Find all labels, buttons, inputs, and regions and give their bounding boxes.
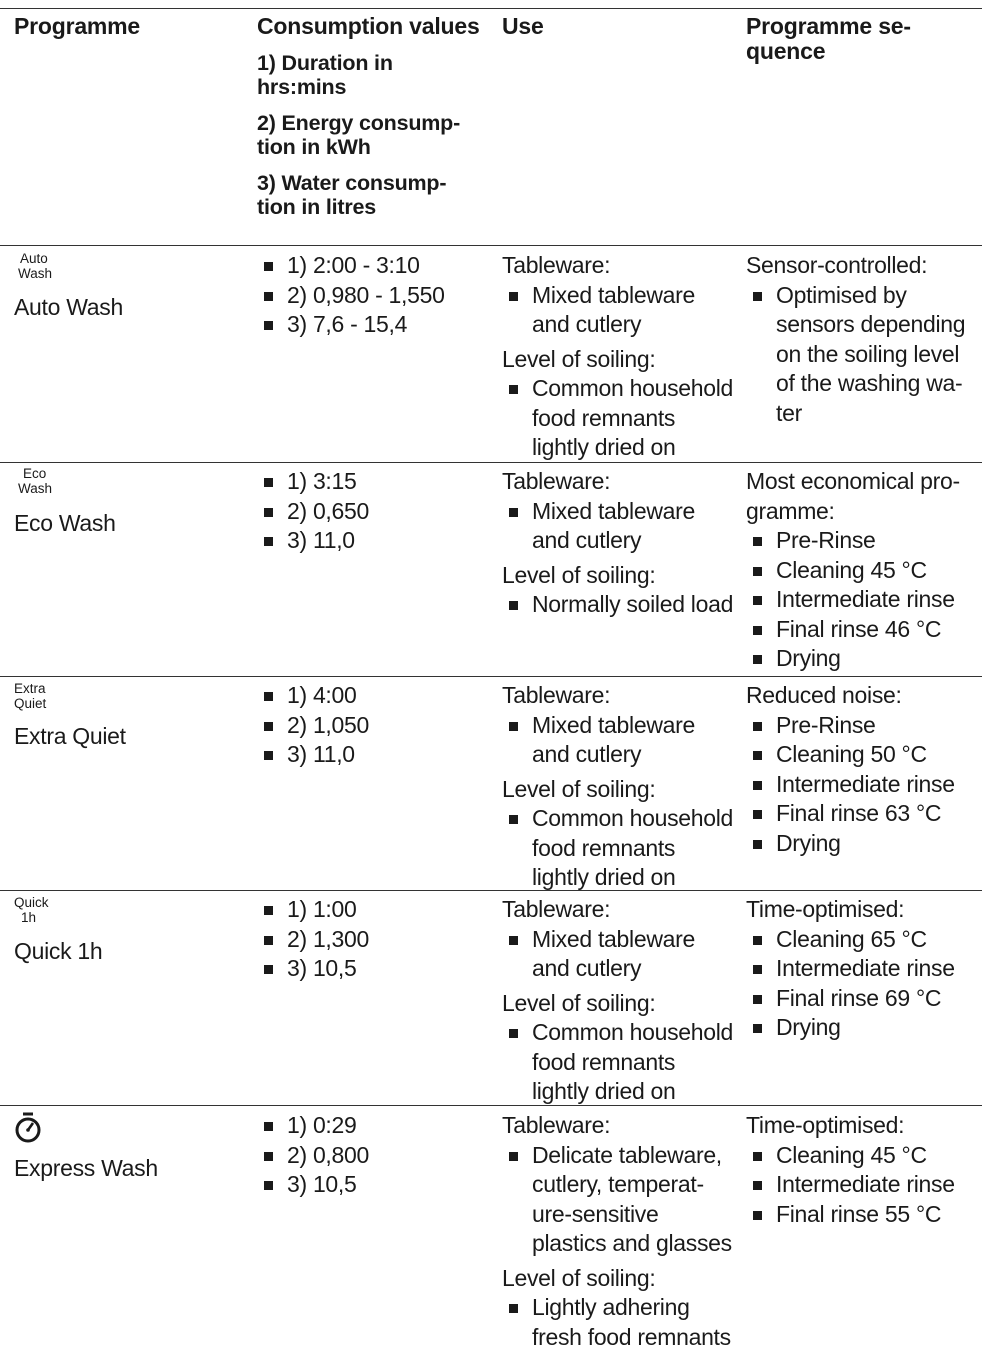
list-item: Delicate tableware, cutlery, temperat-ure… (502, 1141, 738, 1259)
list-item: Common household food remnants lightly dri… (502, 804, 738, 893)
list-item: 2) 0,980 - 1,550 (257, 281, 445, 311)
programme-name: Express Wash (14, 1155, 158, 1181)
list-item: 3) 11,0 (257, 740, 369, 770)
list-item: 1) 1:00 (257, 895, 369, 925)
table-rule (0, 676, 982, 677)
list-item: 2) 0,800 (257, 1141, 369, 1171)
list-item: 3) 7,6 - 15,4 (257, 310, 445, 340)
list-item: 2) 1,050 (257, 711, 369, 741)
programme-name: Eco Wash (14, 510, 116, 536)
header-consumption-title: Consumption values (257, 13, 480, 39)
list-item: Optimised by sensors depending on the soil… (746, 281, 978, 429)
programme-name: Quick 1h (14, 938, 103, 964)
list-item: Intermediate rinse (746, 954, 978, 984)
table-rule (0, 890, 982, 891)
list-item: 1) 4:00 (257, 681, 369, 711)
use-cell: Tableware: Mixed tableware and cutlery Le… (502, 251, 738, 463)
list-item: Intermediate rinse (746, 770, 978, 800)
extra-quiet-icon: Extra Quiet (14, 681, 47, 711)
programme-name: Extra Quiet (14, 723, 126, 749)
header-use: Use (502, 13, 544, 39)
list-item: Cleaning 45 °C (746, 1141, 978, 1171)
consumption-values: 1) 2:00 - 3:10 2) 0,980 - 1,550 3) 7,6 -… (257, 251, 445, 340)
programme-name: Auto Wash (14, 294, 123, 320)
list-item: Final rinse 55 °C (746, 1200, 978, 1230)
consumption-values: 1) 4:00 2) 1,050 3) 11,0 (257, 681, 369, 770)
table-rule (0, 1105, 982, 1106)
list-item: Final rinse 63 °C (746, 799, 978, 829)
list-item: Pre-Rinse (746, 526, 978, 556)
list-item: Mixed tableware and cutlery (502, 497, 738, 556)
list-item: Cleaning 65 °C (746, 925, 978, 955)
list-item: Drying (746, 644, 978, 674)
header-consumption: Consumption values 1) Duration in hrs:min… (257, 13, 482, 220)
stopwatch-icon (12, 1111, 44, 1150)
table-rule (0, 245, 982, 246)
consumption-values: 1) 0:29 2) 0,800 3) 10,5 (257, 1111, 369, 1200)
use-cell: Tableware: Mixed tableware and cutlery Le… (502, 895, 738, 1107)
sequence-cell: Time-optimised: Cleaning 45 °C Intermedi… (746, 1111, 978, 1229)
header-energy: 2) Energy consump-tion in kWh (257, 111, 461, 159)
list-item: Mixed tableware and cutlery (502, 925, 738, 984)
list-item: Lightly adhering fresh food remnants (502, 1293, 738, 1352)
header-water: 3) Water consump-tion in litres (257, 171, 447, 219)
sequence-cell: Most economical pro-gramme: Pre-Rinse Cl… (746, 467, 978, 674)
list-item: Final rinse 69 °C (746, 984, 978, 1014)
list-item: Mixed tableware and cutlery (502, 711, 738, 770)
sequence-cell: Sensor-controlled: Optimised by sensors d… (746, 251, 978, 428)
list-item: 3) 10,5 (257, 954, 369, 984)
consumption-values: 1) 1:00 2) 1,300 3) 10,5 (257, 895, 369, 984)
sequence-cell: Reduced noise: Pre-Rinse Cleaning 50 °C … (746, 681, 978, 858)
quick-1h-icon: Quick 1h (14, 895, 49, 925)
list-item: Cleaning 50 °C (746, 740, 978, 770)
header-duration: 1) Duration in hrs:mins (257, 51, 393, 99)
header-sequence: Programme se-quence (746, 13, 911, 64)
list-item: Common household food remnants lightly dri… (502, 1018, 738, 1107)
header-programme: Programme (14, 13, 141, 39)
sequence-cell: Time-optimised: Cleaning 65 °C Intermedi… (746, 895, 978, 1043)
list-item: Cleaning 45 °C (746, 556, 978, 586)
list-item: Normally soiled load (502, 590, 738, 620)
list-item: Final rinse 46 °C (746, 615, 978, 645)
consumption-values: 1) 3:15 2) 0,650 3) 11,0 (257, 467, 369, 556)
table-rule (0, 8, 982, 9)
use-cell: Tableware: Mixed tableware and cutlery Le… (502, 681, 738, 893)
list-item: Drying (746, 1013, 978, 1043)
eco-wash-icon: Eco Wash (18, 466, 53, 496)
list-item: Intermediate rinse (746, 585, 978, 615)
list-item: 2) 0,650 (257, 497, 369, 527)
list-item: 1) 2:00 - 3:10 (257, 251, 445, 281)
list-item: Common household food remnants lightly dri… (502, 374, 738, 463)
list-item: Pre-Rinse (746, 711, 978, 741)
list-item: 3) 10,5 (257, 1170, 369, 1200)
list-item: 2) 1,300 (257, 925, 369, 955)
list-item: Mixed tableware and cutlery (502, 281, 738, 340)
list-item: Drying (746, 829, 978, 859)
use-cell: Tableware: Mixed tableware and cutlery Le… (502, 467, 738, 620)
list-item: Intermediate rinse (746, 1170, 978, 1200)
auto-wash-icon: Auto Wash (18, 251, 53, 281)
list-item: 1) 3:15 (257, 467, 369, 497)
list-item: 1) 0:29 (257, 1111, 369, 1141)
list-item: 3) 11,0 (257, 526, 369, 556)
use-cell: Tableware: Delicate tableware, cutlery, t… (502, 1111, 738, 1352)
table-rule (0, 462, 982, 463)
